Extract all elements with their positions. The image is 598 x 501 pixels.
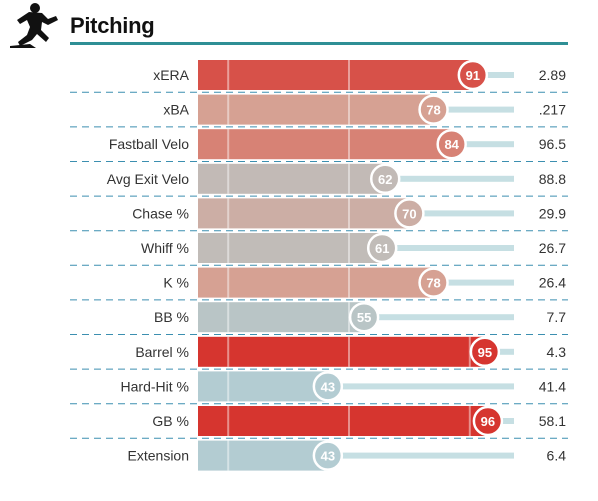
track-line: [364, 314, 514, 321]
percentile-number: 96: [481, 414, 495, 429]
percentile-badge: [394, 198, 425, 229]
row-label: BB %: [154, 309, 189, 325]
reference-line: [227, 198, 230, 229]
track-line: [327, 383, 514, 390]
percentile-badge: [436, 128, 467, 160]
percentile-number: 84: [444, 137, 459, 152]
reference-line: [348, 129, 350, 160]
row-value: 26.7: [539, 240, 566, 256]
section-header: Pitching: [0, 0, 598, 50]
percentile-number: 78: [426, 103, 440, 118]
title-underline: [70, 42, 568, 45]
percentile-bar: [198, 267, 434, 298]
percentile-number: 70: [402, 206, 416, 221]
row-label: Fastball Velo: [109, 136, 189, 152]
row-label: xERA: [153, 67, 189, 83]
reference-line: [227, 336, 230, 367]
row-value: 6.4: [547, 448, 567, 464]
row-value: 7.7: [547, 309, 567, 325]
row-value: 2.89: [539, 67, 566, 83]
percentile-badge: [312, 440, 344, 471]
reference-line: [348, 60, 350, 90]
percentile-badge: [472, 405, 504, 437]
percentile-bar: [198, 129, 452, 160]
percentile-bar: [198, 163, 386, 194]
reference-line: [348, 336, 350, 367]
track-line: [433, 279, 514, 286]
reference-line: [348, 406, 350, 436]
row-label: K %: [163, 275, 189, 291]
row-value: 88.8: [539, 171, 566, 187]
reference-line: [227, 406, 230, 436]
percentile-bar: [198, 440, 328, 471]
percentile-bar: [198, 60, 473, 90]
row-value: 29.9: [539, 205, 566, 221]
reference-line: [227, 371, 230, 402]
pitcher-icon: [10, 3, 58, 48]
reference-line: [227, 163, 230, 194]
row-value: 41.4: [539, 378, 566, 394]
percentile-bar: [198, 233, 383, 263]
row-label: xBA: [163, 102, 189, 118]
percentile-number: 61: [375, 241, 389, 256]
reference-line: [348, 94, 350, 125]
track-line: [327, 452, 514, 459]
reference-line: [348, 267, 350, 298]
reference-line: [227, 233, 230, 263]
reference-line: [468, 406, 471, 436]
row-label: Hard-Hit %: [121, 378, 189, 394]
percentile-badge: [418, 267, 449, 298]
percentile-badge: [366, 232, 398, 264]
percentile-badge: [369, 163, 401, 195]
row-label: GB %: [152, 413, 189, 429]
row-label: Whiff %: [141, 240, 189, 256]
row-label: Avg Exit Velo: [107, 171, 189, 187]
row-value: 26.4: [539, 275, 566, 291]
percentile-bar: [198, 198, 410, 229]
percentile-number: 95: [478, 345, 492, 360]
reference-line: [227, 129, 230, 160]
reference-line: [227, 267, 230, 298]
row-value: 96.5: [539, 136, 566, 152]
reference-line: [227, 302, 230, 333]
row-label: Extension: [128, 448, 189, 464]
track-line: [409, 210, 514, 217]
percentile-badge: [418, 94, 449, 125]
percentile-bar: [198, 302, 365, 333]
row-label: Chase %: [132, 205, 189, 221]
track-line: [382, 245, 514, 251]
row-value: .217: [539, 102, 566, 118]
percentile-bar: [198, 94, 434, 125]
row-value: 58.1: [539, 413, 566, 429]
percentile-badge: [348, 301, 380, 333]
track-line: [472, 72, 514, 78]
reference-line: [227, 94, 230, 125]
track-line: [385, 175, 514, 182]
percentile-number: 91: [466, 68, 480, 83]
reference-line: [348, 163, 350, 194]
row-label: Barrel %: [135, 344, 189, 360]
track-line: [433, 106, 514, 113]
percentile-number: 43: [321, 449, 335, 464]
percentile-badge: [469, 336, 501, 368]
percentile-number: 43: [321, 379, 335, 394]
percentile-bar: [198, 406, 488, 436]
percentile-badge: [312, 371, 344, 402]
reference-line: [227, 440, 230, 471]
reference-line: [348, 233, 350, 263]
reference-line: [348, 198, 350, 229]
reference-line: [227, 60, 230, 90]
percentile-bar: [198, 336, 485, 367]
percentile-number: 62: [378, 172, 392, 187]
percentile-number: 78: [426, 276, 440, 291]
section-title: Pitching: [70, 13, 155, 38]
percentile-badge: [457, 59, 489, 91]
track-line: [451, 141, 514, 148]
percentile-bar: [198, 371, 328, 402]
percentile-number: 55: [357, 310, 371, 325]
row-value: 4.3: [547, 344, 567, 360]
